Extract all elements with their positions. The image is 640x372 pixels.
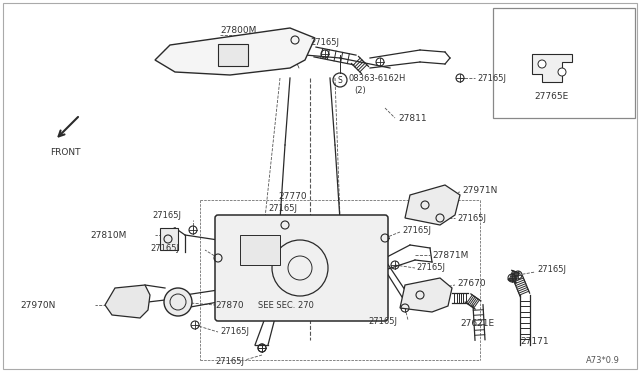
Text: 27165J: 27165J xyxy=(268,203,297,212)
Text: 27621E: 27621E xyxy=(460,318,494,327)
Text: 27165J: 27165J xyxy=(220,327,249,337)
Bar xyxy=(160,228,178,250)
Text: 27165J: 27165J xyxy=(368,317,397,327)
Bar xyxy=(218,44,248,66)
Bar xyxy=(493,8,635,118)
Text: SEE SEC. 270: SEE SEC. 270 xyxy=(258,301,314,310)
Text: 27765E: 27765E xyxy=(534,92,568,100)
Text: 27800M: 27800M xyxy=(220,26,257,35)
Text: 27165J: 27165J xyxy=(150,244,179,253)
Circle shape xyxy=(538,60,546,68)
Text: 27670: 27670 xyxy=(457,279,486,288)
Text: 27810M: 27810M xyxy=(90,231,126,240)
Text: 27971N: 27971N xyxy=(462,186,497,195)
Text: (2): (2) xyxy=(354,86,365,94)
Bar xyxy=(240,235,280,265)
Polygon shape xyxy=(400,278,452,312)
Text: 27165J: 27165J xyxy=(457,214,486,222)
Polygon shape xyxy=(405,185,460,225)
Text: 27165J: 27165J xyxy=(477,74,506,83)
Text: 27165J: 27165J xyxy=(310,38,339,46)
Text: 27165J: 27165J xyxy=(152,211,181,219)
Text: 27165J: 27165J xyxy=(416,263,445,273)
Text: 27165J: 27165J xyxy=(402,225,431,234)
Text: 27870: 27870 xyxy=(215,301,244,310)
Text: 27165J: 27165J xyxy=(215,357,244,366)
Text: S: S xyxy=(338,76,342,84)
Text: FRONT: FRONT xyxy=(50,148,80,157)
Polygon shape xyxy=(532,54,572,82)
Text: 27165J: 27165J xyxy=(537,266,566,275)
Circle shape xyxy=(558,68,566,76)
Text: 27770: 27770 xyxy=(278,192,307,201)
Text: 27811: 27811 xyxy=(398,113,427,122)
Text: 27970N: 27970N xyxy=(20,301,56,310)
Text: 27871M: 27871M xyxy=(432,250,468,260)
Text: 27171: 27171 xyxy=(520,337,548,346)
Circle shape xyxy=(164,288,192,316)
FancyBboxPatch shape xyxy=(215,215,388,321)
Polygon shape xyxy=(105,285,150,318)
Polygon shape xyxy=(155,28,315,75)
Text: A73*0.9: A73*0.9 xyxy=(586,356,620,365)
Text: 08363-6162H: 08363-6162H xyxy=(349,74,406,83)
